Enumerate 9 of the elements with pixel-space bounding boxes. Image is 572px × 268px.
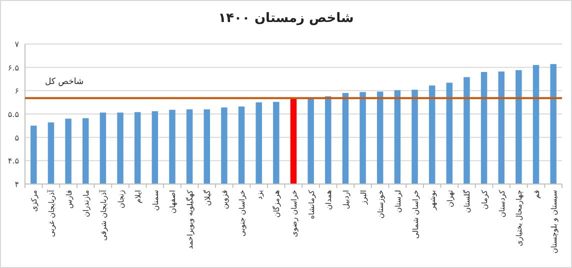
y-tick-label: ۴ [14, 180, 19, 189]
chart-title: شاخص زمستان ۱۴۰۰ [218, 11, 354, 26]
y-tick-label: ۵.۵ [8, 110, 19, 119]
ref-line-label: شاخص کل [45, 77, 84, 88]
y-tick-label: ۶.۵ [8, 63, 19, 72]
y-tick-label: ۷ [14, 40, 20, 49]
y-tick-label: ۵ [14, 133, 19, 142]
y-tick-label: ۶ [14, 86, 19, 96]
y-tick-label: ۴.۵ [8, 156, 19, 166]
